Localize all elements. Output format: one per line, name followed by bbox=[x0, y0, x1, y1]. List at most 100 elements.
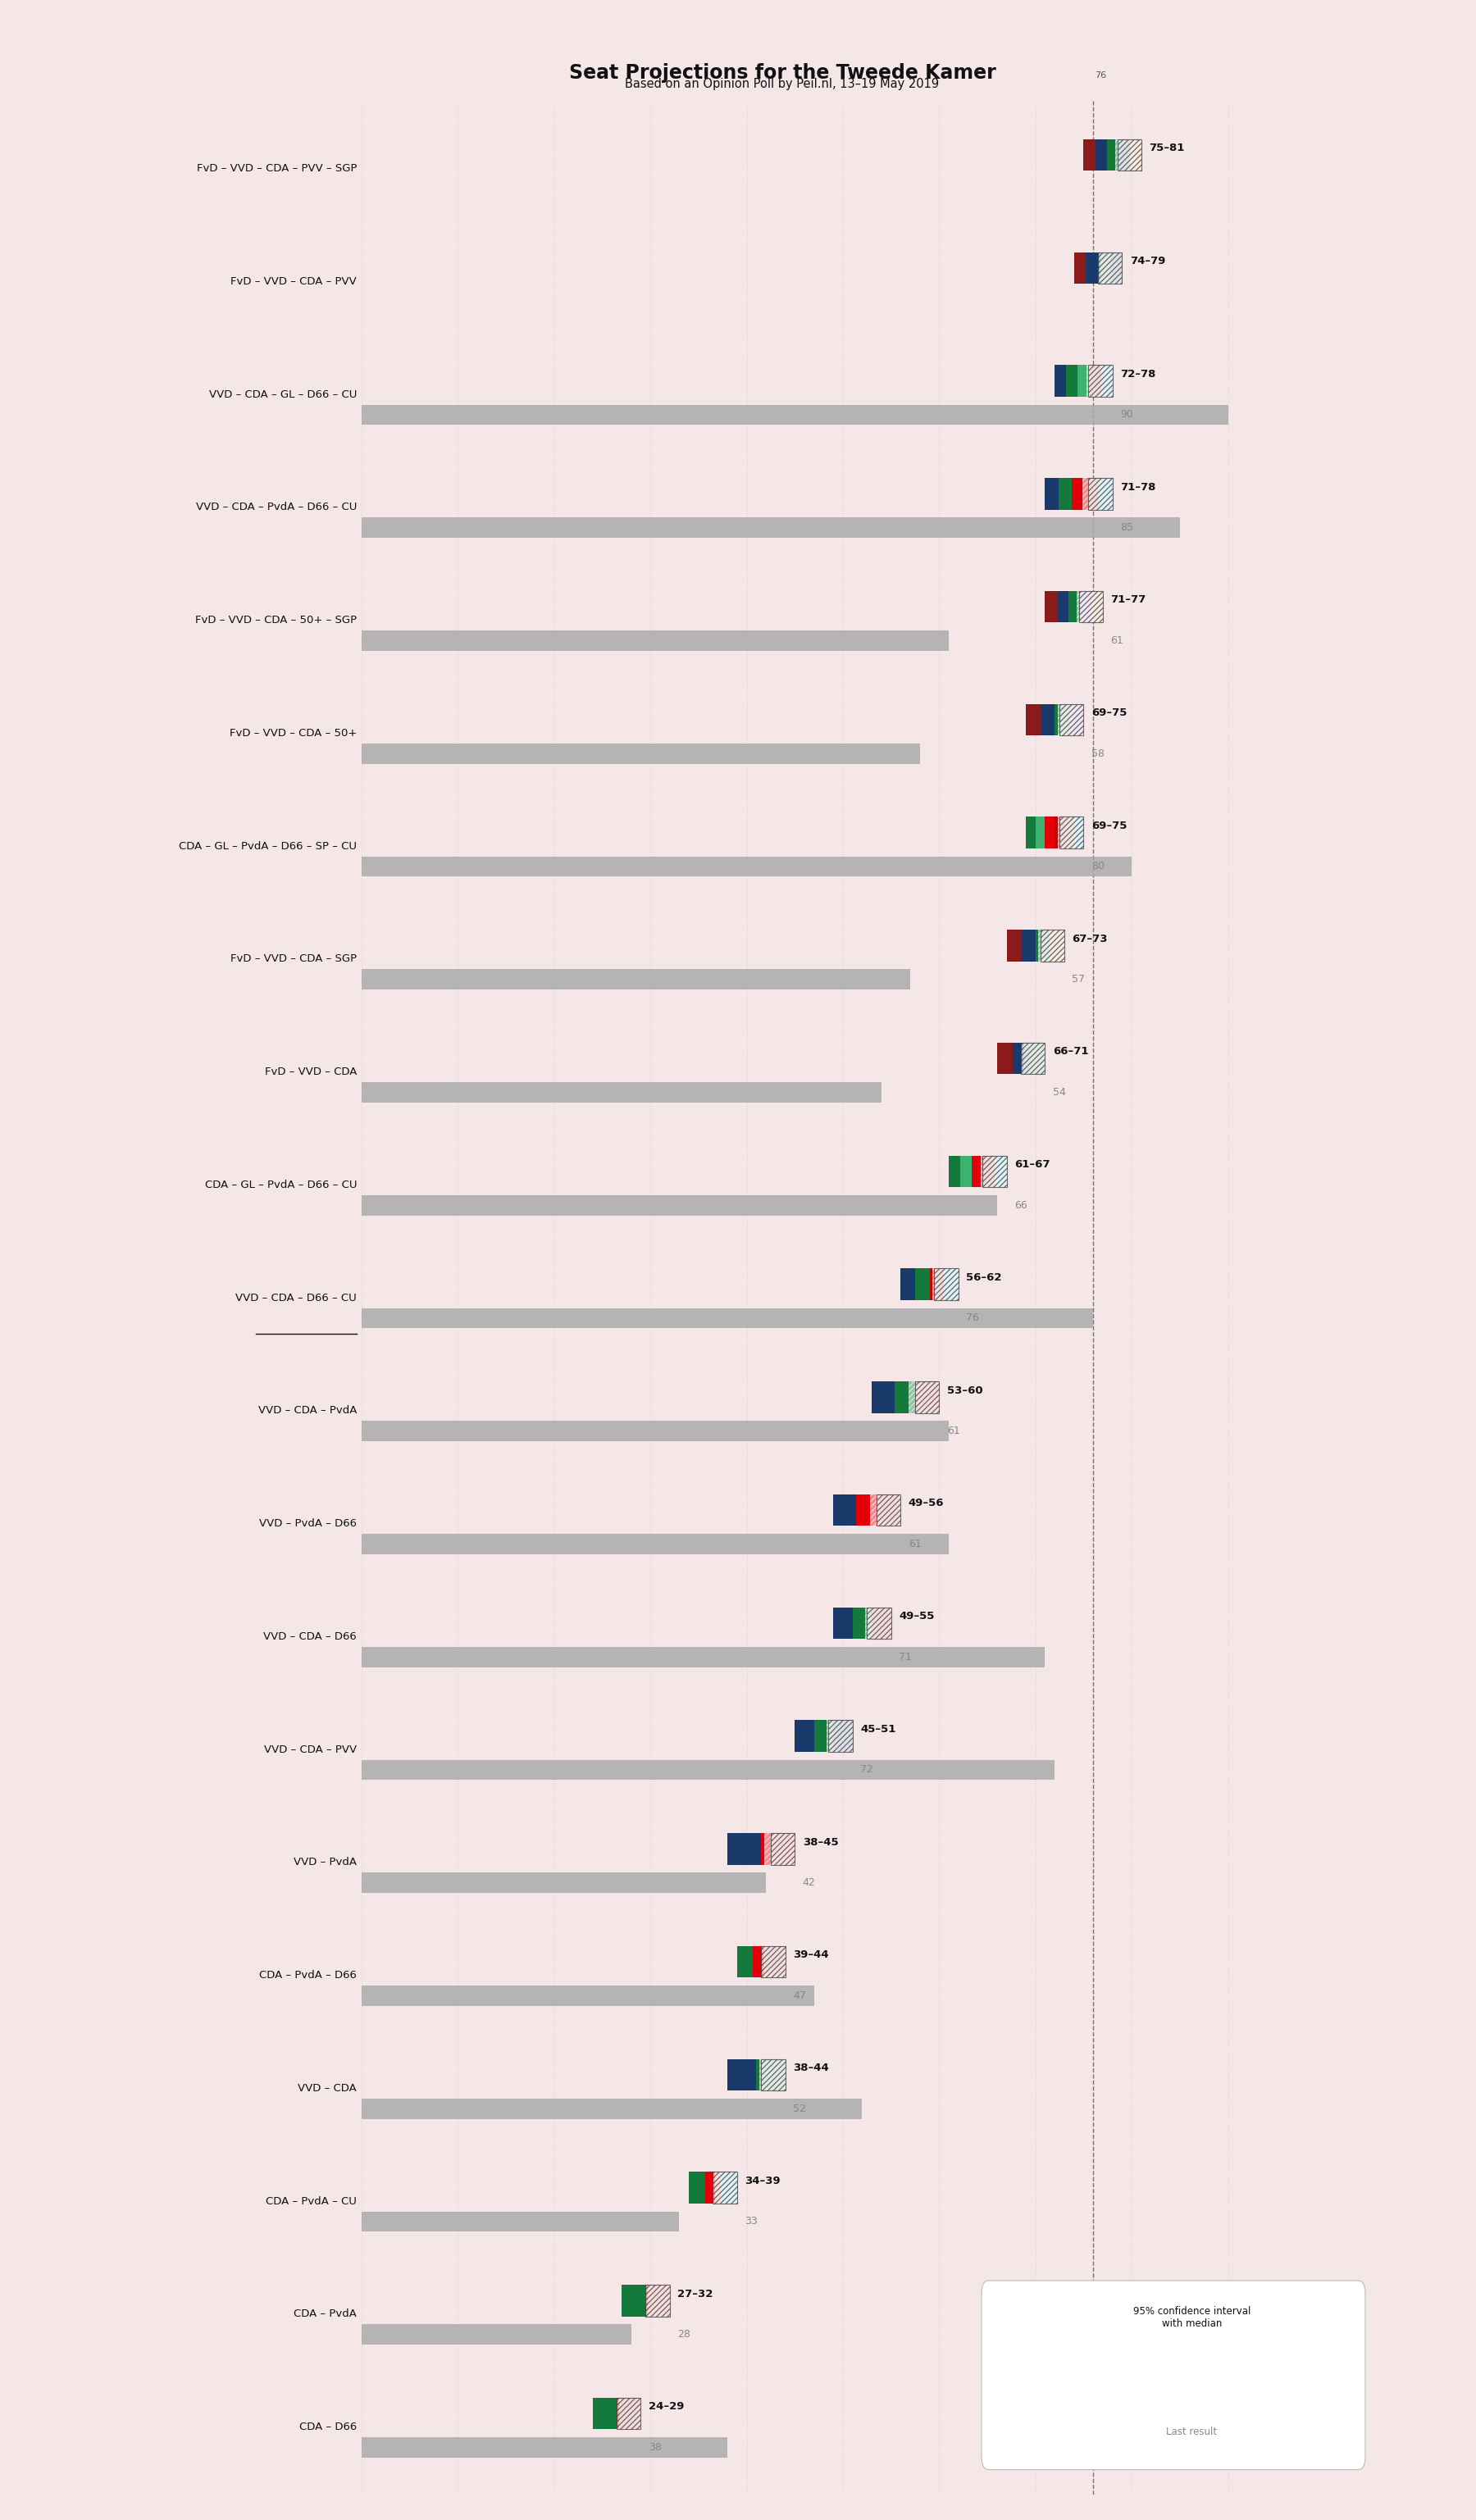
Text: 39–44: 39–44 bbox=[793, 1950, 828, 1961]
Bar bbox=[971, 1157, 983, 1187]
Bar bbox=[933, 1268, 945, 1300]
Bar bbox=[770, 1832, 794, 1865]
Bar bbox=[980, 1157, 983, 1187]
Text: 58: 58 bbox=[1091, 748, 1104, 759]
Bar bbox=[856, 1494, 878, 1527]
Bar bbox=[1026, 703, 1041, 736]
Bar bbox=[834, 1608, 853, 1638]
Bar bbox=[362, 1872, 766, 1893]
Bar bbox=[1077, 590, 1080, 622]
Bar bbox=[1107, 139, 1119, 171]
Bar bbox=[1045, 479, 1058, 509]
Bar bbox=[1116, 139, 1119, 171]
Text: Last result: Last result bbox=[1166, 2427, 1218, 2437]
Bar bbox=[753, 1945, 769, 1978]
Text: VVD – CDA – D66 – CU: VVD – CDA – D66 – CU bbox=[236, 1293, 357, 1303]
Text: 54: 54 bbox=[1052, 1086, 1066, 1099]
Text: CDA – PvdA: CDA – PvdA bbox=[294, 2308, 357, 2318]
Bar bbox=[909, 1381, 917, 1414]
Bar bbox=[1101, 252, 1110, 285]
Bar bbox=[1021, 930, 1036, 960]
Bar bbox=[720, 2172, 737, 2202]
Bar bbox=[1077, 365, 1089, 396]
Text: 95% confidence interval
with median: 95% confidence interval with median bbox=[1134, 2306, 1250, 2328]
Text: 74–79: 74–79 bbox=[1129, 257, 1166, 267]
Bar bbox=[1036, 816, 1045, 849]
Text: 76: 76 bbox=[967, 1313, 979, 1323]
Bar bbox=[762, 2059, 785, 2092]
Bar bbox=[362, 1421, 949, 1441]
Text: 61: 61 bbox=[908, 1540, 921, 1550]
Bar bbox=[763, 1945, 769, 1978]
Bar bbox=[1007, 930, 1021, 960]
Bar bbox=[720, 2172, 737, 2202]
Text: VVD – CDA: VVD – CDA bbox=[298, 2084, 357, 2094]
Bar bbox=[794, 1721, 815, 1751]
Bar bbox=[872, 1608, 892, 1638]
Bar bbox=[1055, 816, 1064, 849]
Text: 61: 61 bbox=[948, 1426, 959, 1436]
Bar bbox=[1095, 139, 1107, 171]
Text: CDA – GL – PvdA – D66 – CU: CDA – GL – PvdA – D66 – CU bbox=[205, 1179, 357, 1189]
Text: 47: 47 bbox=[793, 1991, 806, 2001]
Bar bbox=[362, 970, 911, 990]
Text: 53–60: 53–60 bbox=[948, 1386, 983, 1396]
Bar bbox=[1057, 590, 1069, 622]
Bar bbox=[1072, 479, 1085, 509]
Text: 24–29: 24–29 bbox=[648, 2402, 683, 2412]
Bar bbox=[1085, 479, 1100, 509]
Bar bbox=[1091, 590, 1103, 622]
Bar bbox=[1085, 479, 1100, 509]
Bar bbox=[1129, 139, 1141, 171]
Bar bbox=[917, 1381, 939, 1414]
Bar bbox=[1075, 816, 1083, 849]
Bar bbox=[765, 1832, 794, 1865]
Bar bbox=[362, 406, 1228, 426]
Bar bbox=[1066, 365, 1077, 396]
Bar bbox=[645, 2286, 670, 2316]
Bar bbox=[1069, 590, 1080, 622]
Bar bbox=[1088, 365, 1113, 396]
Bar bbox=[362, 857, 1132, 877]
Bar bbox=[930, 1268, 945, 1300]
Bar bbox=[1117, 139, 1141, 171]
Bar bbox=[1060, 703, 1083, 736]
Bar bbox=[865, 1608, 872, 1638]
Bar bbox=[961, 1157, 971, 1187]
Text: 85: 85 bbox=[1120, 522, 1134, 534]
Bar bbox=[1021, 1043, 1045, 1074]
Bar bbox=[983, 1157, 1007, 1187]
Bar bbox=[621, 2286, 645, 2316]
Bar bbox=[834, 1721, 853, 1751]
Bar bbox=[1119, 139, 1129, 171]
Text: 38: 38 bbox=[648, 2442, 661, 2452]
Bar bbox=[769, 1945, 785, 1978]
Bar bbox=[706, 2172, 720, 2202]
Bar bbox=[828, 1721, 853, 1751]
Bar bbox=[1045, 816, 1055, 849]
Text: 66–71: 66–71 bbox=[1052, 1046, 1088, 1056]
Text: 69–75: 69–75 bbox=[1091, 822, 1126, 832]
Bar bbox=[834, 1721, 853, 1751]
Text: 49–56: 49–56 bbox=[908, 1497, 945, 1509]
Text: 71: 71 bbox=[899, 1651, 912, 1663]
Text: CDA – GL – PvdA – D66 – SP – CU: CDA – GL – PvdA – D66 – SP – CU bbox=[179, 842, 357, 852]
Bar bbox=[737, 1945, 753, 1978]
Text: 38–44: 38–44 bbox=[793, 2061, 828, 2074]
Text: 34–39: 34–39 bbox=[745, 2175, 781, 2187]
Text: FvD – VVD – CDA – PVV: FvD – VVD – CDA – PVV bbox=[230, 277, 357, 287]
Bar bbox=[1101, 365, 1113, 396]
Bar bbox=[945, 1268, 958, 1300]
Bar bbox=[645, 2286, 670, 2316]
Bar bbox=[1026, 816, 1036, 849]
Bar bbox=[362, 743, 920, 764]
Bar bbox=[362, 1308, 1094, 1328]
Bar bbox=[362, 1759, 1055, 1779]
Bar bbox=[617, 2397, 641, 2429]
Bar bbox=[834, 1494, 856, 1527]
Bar bbox=[1083, 139, 1095, 171]
Bar bbox=[362, 2099, 862, 2119]
Bar bbox=[915, 1381, 939, 1414]
Bar bbox=[728, 2059, 756, 2092]
Bar bbox=[759, 2059, 785, 2092]
